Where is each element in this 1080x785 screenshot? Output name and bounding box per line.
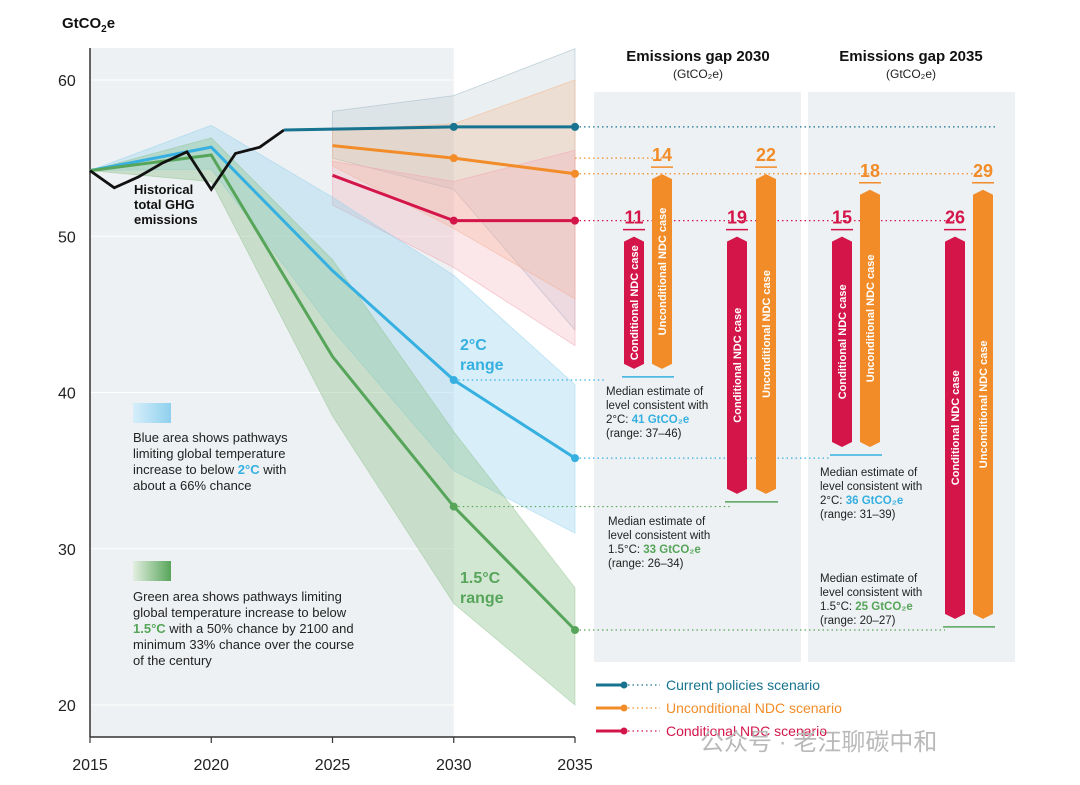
gap-2035-bar: [832, 236, 852, 447]
x-tick-label: 2015: [72, 757, 108, 774]
legend-label: Conditional NDC scenario: [666, 723, 827, 739]
y-axis-title: GtCO2e: [62, 15, 115, 35]
x-tick-label: 2020: [193, 757, 229, 774]
legend-2c-text: about a 66% chance: [133, 478, 252, 493]
median-2035-15c-line: Median estimate of: [820, 573, 918, 585]
y-tick-label: 20: [58, 698, 76, 715]
y-tick-label: 60: [58, 73, 76, 90]
swatch-15c-area: [133, 561, 171, 581]
gap-2035-bar: [945, 236, 965, 619]
legend-label: Current policies scenario: [666, 677, 820, 693]
legend-2c-text: Blue area shows pathways: [133, 430, 288, 445]
gap-2035-bar: [860, 189, 880, 447]
median-2035-2c-line: Median estimate of: [820, 467, 918, 479]
x-tick-label: 2030: [436, 757, 472, 774]
label-15c-range: range: [460, 590, 504, 607]
y-tick-label: 30: [58, 542, 76, 559]
gap-2035-bar: [973, 189, 993, 619]
gap-2030-bar: [727, 236, 747, 494]
conditional-ndc-point: [449, 216, 458, 225]
gap-2035-bar-label: Unconditional NDC case: [865, 255, 877, 383]
median-2030-15c-value: 1.5°C: 33 GtCO₂e: [608, 544, 701, 556]
label-2c-range: 2°C: [460, 337, 487, 354]
median-2035-2c-line: level consistent with: [820, 481, 922, 493]
median-2030-2c-line: level consistent with: [606, 400, 708, 412]
gap-2030-bar: [624, 236, 644, 369]
median-2030-2c-value: 2°C: 41 GtCO₂e: [606, 414, 689, 426]
gap-2030-bar-value: 22: [756, 145, 776, 165]
legend-2c-text: limiting global temperature: [133, 446, 285, 461]
gap-2035-bar-value: 29: [973, 161, 993, 181]
gap-2030-unit: (GtCO₂e): [673, 67, 723, 81]
gap-2030-title: Emissions gap 2030: [626, 48, 769, 65]
label-15c-range: 1.5°C: [460, 570, 501, 587]
current-policies-point: [449, 122, 458, 131]
legend-swatch-point: [620, 727, 628, 735]
gap-2035-unit: (GtCO₂e): [886, 67, 936, 81]
gap-2035-bar-value: 18: [860, 161, 880, 181]
gap-2030-bar-label: Conditional NDC case: [629, 245, 641, 360]
legend-swatch-point: [620, 704, 628, 712]
historical-label: Historical: [134, 182, 193, 197]
median-2035-15c-line: level consistent with: [820, 587, 922, 599]
swatch-2c-area: [133, 403, 171, 423]
gap-2030-bar-label: Conditional NDC case: [732, 308, 744, 423]
x-tick-label: 2035: [557, 757, 593, 774]
gap-2030-bar-value: 11: [624, 208, 643, 228]
legend-15c-text: 1.5°C with a 50% chance by 2100 and: [133, 621, 354, 636]
gap-2030-bar: [756, 174, 776, 494]
gap-2030-bar-value: 14: [652, 145, 672, 165]
x-tick-label: 2025: [315, 757, 351, 774]
median-2c-line: [89, 145, 576, 460]
unconditional-ndc-point: [449, 154, 458, 163]
gap-2030-bar-label: Unconditional NDC case: [657, 208, 669, 336]
historical-label: total GHG: [134, 197, 195, 212]
legend-15c-text: minimum 33% chance over the course: [133, 637, 354, 652]
historical-emissions-line: [89, 128, 285, 192]
median-2030-15c-line: Median estimate of: [608, 516, 706, 528]
median-2035-2c-range: (range: 31–39): [820, 509, 896, 521]
gap-2035-title: Emissions gap 2035: [839, 48, 982, 65]
median-2030-15c-range: (range: 26–34): [608, 558, 684, 570]
median-2030-2c-line: Median estimate of: [606, 386, 704, 398]
legend-15c-text: of the century: [133, 653, 212, 668]
legend-swatch-point: [620, 681, 628, 689]
gap-2030-bar-value: 19: [727, 208, 747, 228]
range-15c-band: [89, 137, 576, 706]
gap-2035-bar-label: Conditional NDC case: [950, 370, 962, 485]
median-2030-15c-line: level consistent with: [608, 530, 710, 542]
historical-label: emissions: [134, 212, 198, 227]
watermark-text: 公众号 · 老汪聊碳中和: [700, 729, 937, 756]
median-2035-2c-value: 2°C: 36 GtCO₂e: [820, 495, 903, 507]
gap-2030-bar-label: Unconditional NDC case: [761, 270, 773, 398]
median-2035-15c-value: 1.5°C: 25 GtCO₂e: [820, 601, 913, 613]
gap-2035-bar-label: Unconditional NDC case: [978, 340, 990, 468]
gap-2035-bar-label: Conditional NDC case: [837, 284, 849, 399]
legend-15c-text: Green area shows pathways limiting: [133, 589, 342, 604]
label-2c-range: range: [460, 357, 504, 374]
gap-2035-bar-value: 15: [832, 208, 852, 228]
median-2035-15c-range: (range: 20–27): [820, 615, 896, 627]
legend-2c-text: increase to below 2°C with: [133, 462, 286, 477]
y-tick-label: 40: [58, 386, 76, 403]
legend-15c-text: global temperature increase to below: [133, 605, 347, 620]
y-tick-label: 50: [58, 229, 76, 246]
median-2030-2c-range: (range: 37–46): [606, 428, 682, 440]
gap-2035-bar-value: 26: [945, 208, 965, 228]
legend-label: Unconditional NDC scenario: [666, 700, 842, 716]
gap-2030-bar: [652, 174, 672, 369]
